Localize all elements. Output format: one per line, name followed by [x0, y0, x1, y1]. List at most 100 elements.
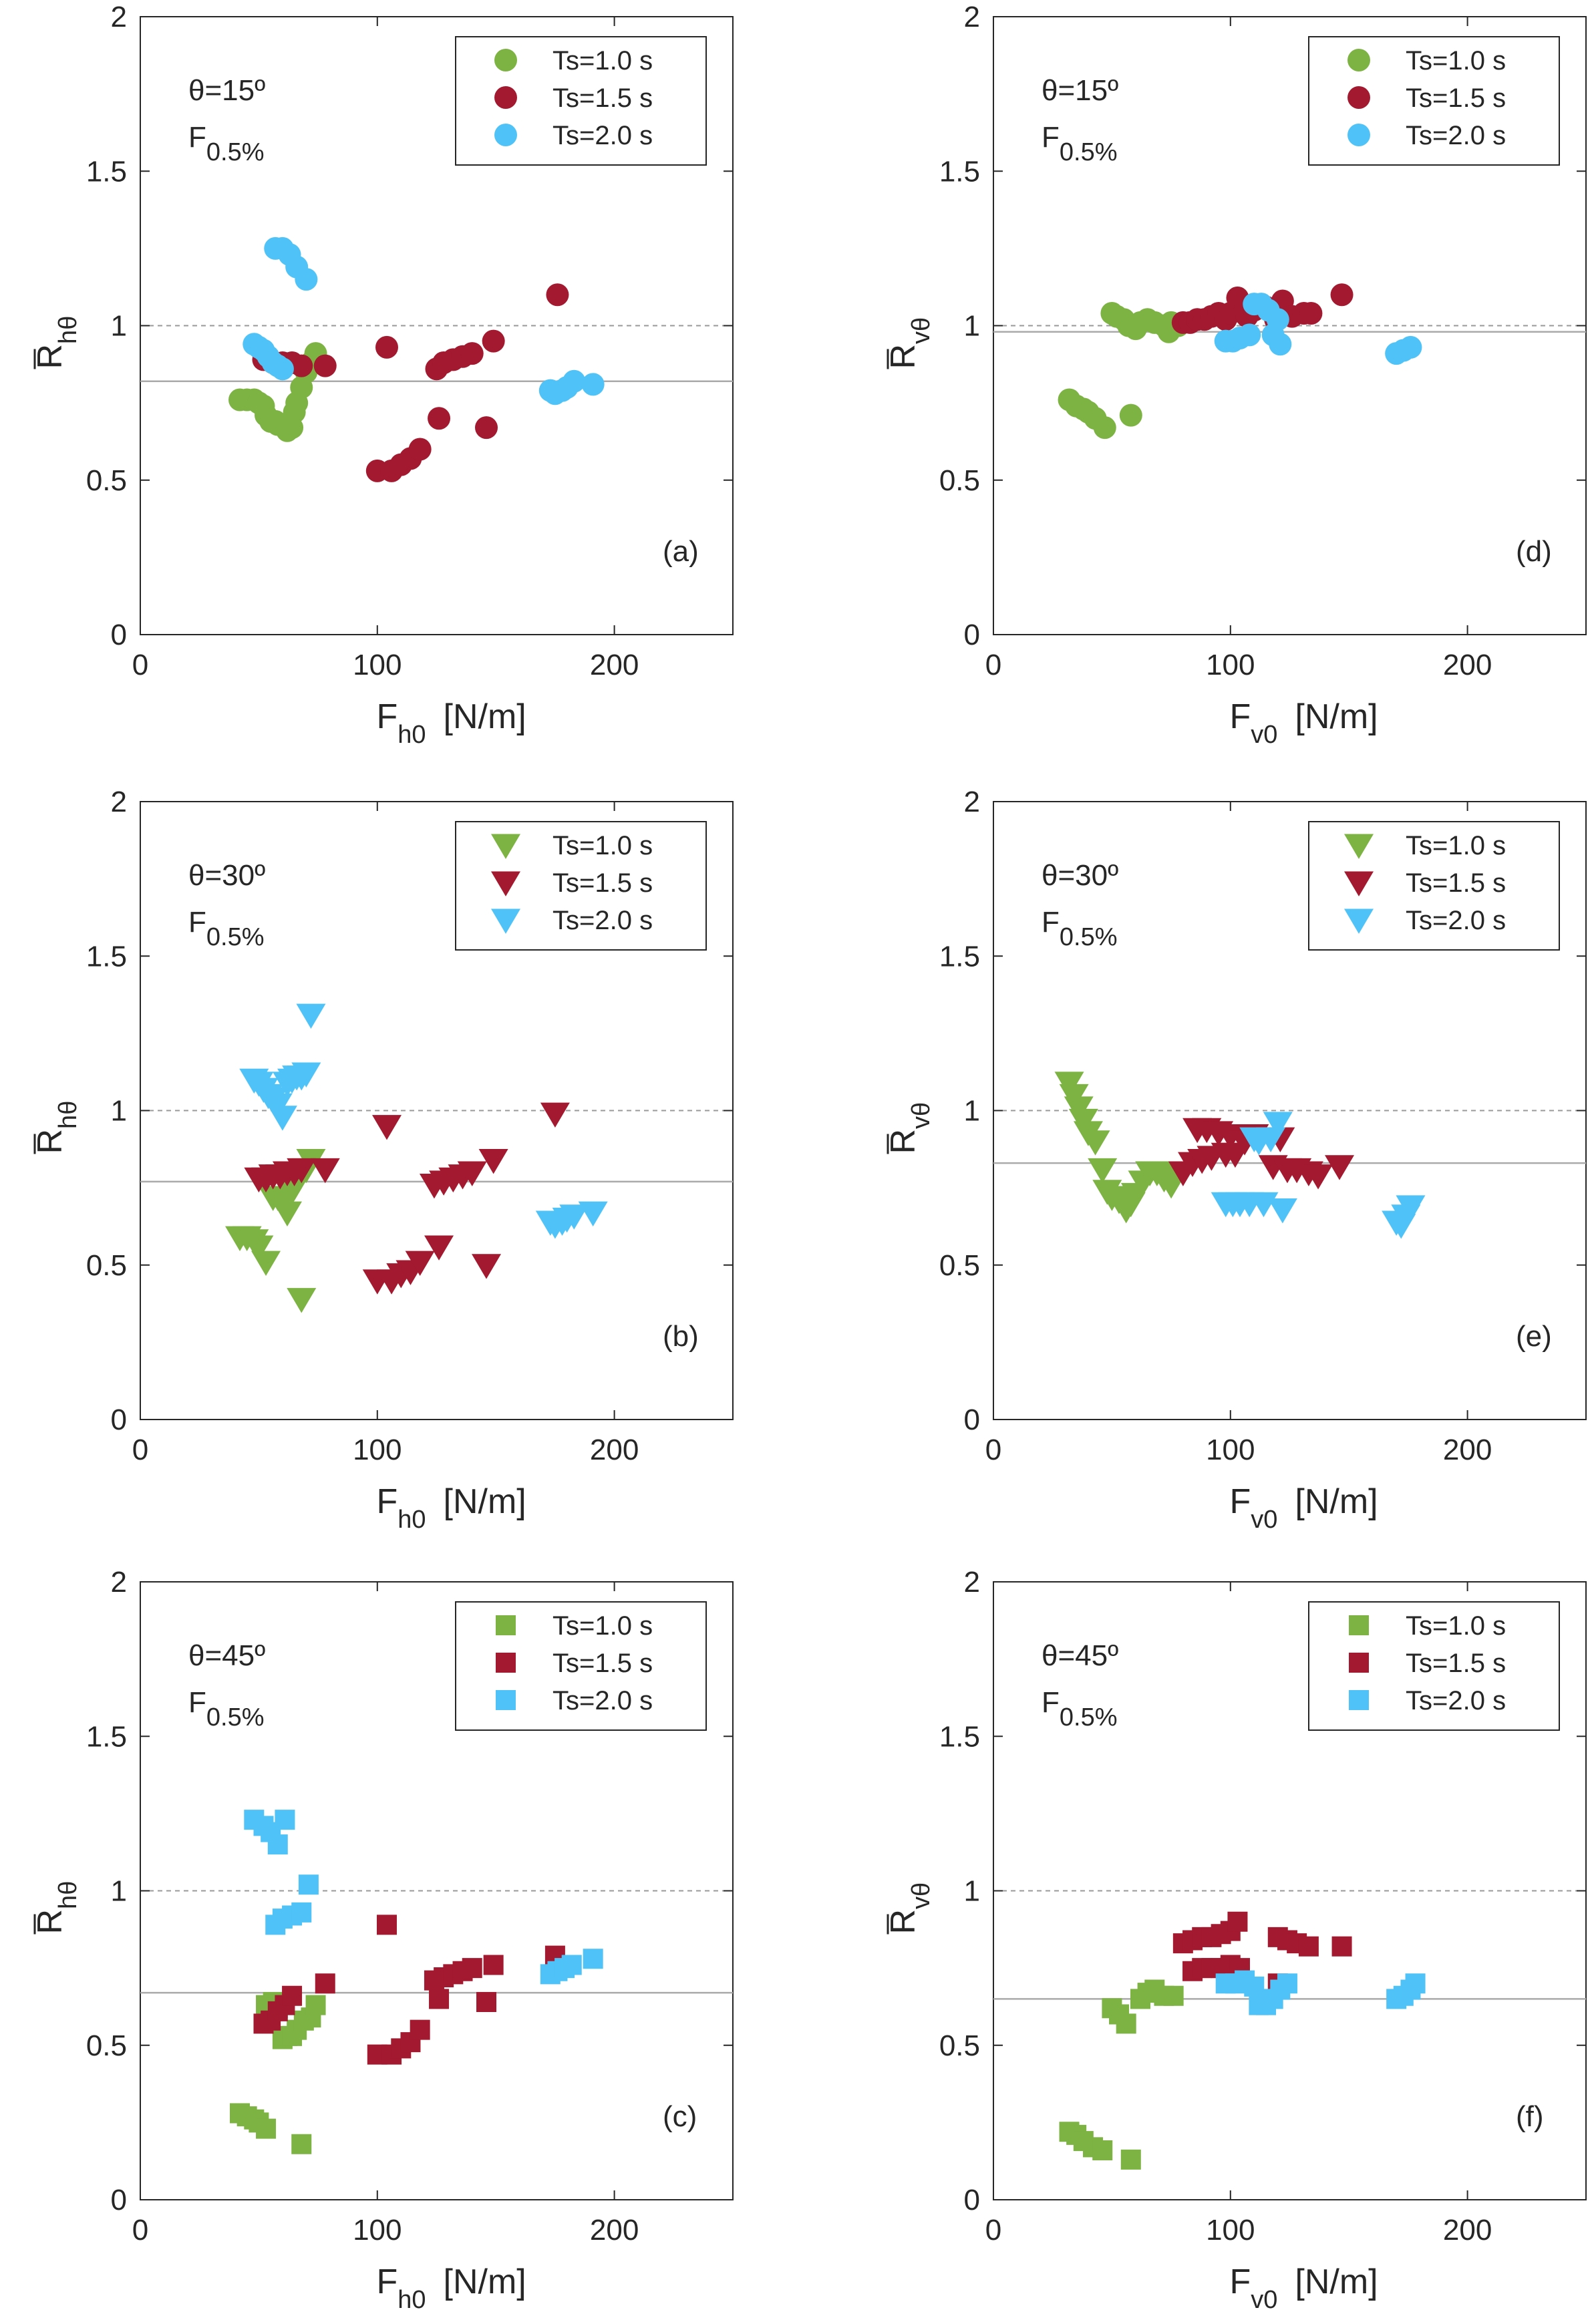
- x-tick-label: 0: [132, 1434, 148, 1466]
- data-point: [429, 1989, 450, 2009]
- data-point: [540, 1102, 570, 1128]
- y-axis-label-main: R: [884, 1129, 923, 1154]
- legend-marker: [494, 49, 517, 71]
- data-point: [291, 1902, 312, 1923]
- y-tick-label: 2: [111, 1, 127, 33]
- theta-label: θ=45º: [1042, 1639, 1118, 1672]
- x-tick-label: 100: [1206, 2214, 1255, 2247]
- data-point: [578, 1201, 608, 1227]
- x-tick-label: 200: [590, 2214, 639, 2247]
- legend-label: Ts=2.0 s: [552, 121, 653, 150]
- data-point: [408, 438, 432, 461]
- legend-marker: [494, 86, 517, 109]
- data-point: [482, 329, 505, 353]
- theta-label: θ=15º: [1042, 74, 1118, 107]
- x-axis-label-unit: [N/m]: [444, 697, 526, 736]
- x-axis-label-main: F: [1230, 1482, 1251, 1521]
- x-tick-label: 0: [985, 649, 1001, 681]
- f-label-main: F: [188, 1686, 206, 1719]
- legend-label: Ts=1.0 s: [1406, 831, 1506, 860]
- x-axis-label-main: F: [1230, 697, 1251, 736]
- legend-label: Ts=1.5 s: [552, 1649, 653, 1678]
- legend-marker: [491, 908, 520, 934]
- series-2: [1215, 1970, 1426, 2015]
- legend-label: Ts=2.0 s: [1406, 1686, 1506, 1715]
- f-label: F0.5%: [188, 1686, 265, 1731]
- series-0: [1054, 1071, 1193, 1224]
- theta-label: θ=30º: [188, 859, 265, 892]
- x-tick-label: 0: [985, 1434, 1001, 1466]
- f-label-main: F: [1042, 1686, 1060, 1719]
- y-tick-label: 0: [111, 1403, 127, 1436]
- data-point: [1263, 1112, 1293, 1137]
- f-label: F0.5%: [1042, 121, 1118, 166]
- data-point: [1244, 1976, 1265, 1997]
- data-point: [305, 1995, 326, 2015]
- y-axis-label-main: R: [31, 344, 69, 369]
- data-point: [472, 1254, 502, 1279]
- data-point: [475, 416, 498, 440]
- y-tick-label: 1.5: [86, 155, 127, 188]
- data-point: [581, 373, 605, 396]
- x-axis-label-unit: [N/m]: [1295, 697, 1378, 736]
- y-axis-label-sub: hθ: [54, 316, 82, 344]
- series-0: [1059, 1979, 1184, 2170]
- data-point: [256, 2118, 277, 2139]
- theta-label: θ=15º: [188, 74, 265, 107]
- x-tick-label: 100: [1206, 1434, 1255, 1466]
- panel-label: (c): [663, 2100, 697, 2133]
- legend-label: Ts=1.0 s: [1406, 46, 1506, 75]
- x-tick-label: 200: [1443, 649, 1492, 681]
- x-tick-label: 200: [590, 649, 639, 681]
- y-tick-label: 0.5: [86, 1249, 127, 1282]
- y-axis-label-sub: vθ: [907, 1102, 935, 1129]
- data-point: [1330, 283, 1354, 307]
- data-point: [275, 1810, 295, 1830]
- y-tick-label: 0.5: [939, 464, 980, 497]
- data-point: [1405, 1973, 1426, 1994]
- y-tick-label: 0.5: [939, 2029, 980, 2062]
- panel-label: (b): [663, 1320, 699, 1353]
- y-axis-label-main: R: [31, 1129, 69, 1154]
- data-point: [271, 357, 294, 381]
- legend-marker: [1344, 834, 1374, 859]
- data-point: [1299, 302, 1323, 325]
- data-point: [424, 1235, 454, 1261]
- data-point: [1325, 1155, 1355, 1180]
- data-point: [315, 1973, 335, 1994]
- series-2: [239, 1003, 608, 1239]
- data-point: [313, 354, 337, 377]
- data-point: [1303, 1164, 1333, 1190]
- data-point: [457, 1161, 487, 1186]
- x-axis-label: Fv0 [N/m]: [1230, 697, 1378, 749]
- series-1: [253, 1915, 565, 2065]
- data-point: [310, 1158, 340, 1184]
- y-tick-label: 2: [111, 786, 127, 818]
- y-axis-label-sub: hθ: [54, 1101, 82, 1129]
- data-point: [1298, 1936, 1319, 1957]
- y-tick-label: 2: [964, 786, 980, 818]
- y-axis-label: Rhθ: [31, 1881, 82, 1935]
- x-axis-label-main: F: [377, 2263, 398, 2301]
- y-axis-label-sub: hθ: [54, 1881, 82, 1909]
- legend-label: Ts=1.5 s: [552, 84, 653, 113]
- data-point: [1238, 323, 1261, 347]
- legend-label: Ts=1.5 s: [1406, 1649, 1506, 1678]
- y-tick-label: 2: [111, 1566, 127, 1599]
- legend-label: Ts=1.5 s: [1406, 84, 1506, 113]
- y-axis-label: Rhθ: [31, 1101, 82, 1154]
- y-axis-label-sub: vθ: [907, 317, 935, 344]
- x-axis-label-unit: [N/m]: [444, 2263, 526, 2301]
- legend-marker: [1347, 124, 1370, 146]
- data-point: [376, 1915, 397, 1935]
- y-tick-label: 1.5: [86, 940, 127, 973]
- data-point: [1277, 1973, 1297, 1994]
- f-label-sub: 0.5%: [1060, 923, 1118, 951]
- x-tick-label: 100: [353, 1434, 402, 1466]
- x-axis-label-sub: h0: [398, 2286, 426, 2314]
- y-tick-label: 0: [111, 2184, 127, 2216]
